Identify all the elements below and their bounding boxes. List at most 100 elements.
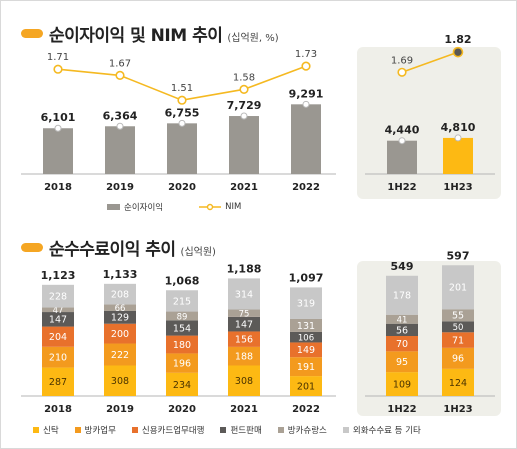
net-interest-value-label: 6,755 — [165, 106, 200, 119]
nim-value-label: 1.71 — [47, 52, 69, 63]
fee-segment-5 — [42, 307, 74, 313]
fee-segment-value-label: 156 — [235, 335, 253, 346]
x-tick-label: 2022 — [292, 404, 320, 415]
nim-value-label: 1.51 — [171, 83, 193, 94]
nim-value-label: 1.69 — [391, 55, 413, 66]
fee-segment-value-label: 70 — [396, 339, 408, 350]
legend-item-nim: NIM — [199, 202, 241, 212]
bar-top-marker — [302, 100, 310, 108]
fee-segment-4 — [166, 320, 198, 336]
fee-segment-value-label: 196 — [173, 359, 191, 370]
fee-segment-5 — [228, 309, 260, 317]
fee-segment-6 — [42, 284, 74, 308]
legend-label: 순이자이익 — [124, 203, 164, 213]
fee-segment-6 — [166, 290, 198, 312]
nim-point — [53, 64, 63, 74]
fee-segment-value-label: 180 — [173, 340, 191, 351]
legend-swatch — [107, 204, 120, 210]
fee-segment-6 — [228, 278, 260, 310]
section1-unit: (십억원, %) — [227, 33, 279, 44]
x-tick-label: 2021 — [230, 182, 258, 193]
fee-segment-value-label: 124 — [449, 378, 467, 389]
net-interest-value-label: 9,291 — [289, 87, 324, 100]
legend-label: 외화수수료 등 기타 — [352, 426, 421, 436]
title-accent-mark — [21, 29, 43, 38]
x-tick-label: 2021 — [230, 404, 258, 415]
fee-segment-value-label: 188 — [235, 352, 253, 363]
fee-segment-3 — [166, 335, 198, 354]
fee-segment-1 — [386, 372, 418, 396]
legend-item: 신탁 — [33, 424, 59, 436]
section2-title: 순수수료이익 추이 — [49, 240, 176, 260]
legend-swatch — [131, 427, 138, 433]
fee-segment-value-label: 96 — [452, 354, 464, 365]
half-year-panel-2 — [357, 261, 501, 416]
fee-segment-6 — [104, 283, 136, 305]
fee-segment-value-label: 56 — [396, 325, 408, 336]
fee-segment-value-label: 314 — [235, 289, 253, 300]
bar-top-marker — [240, 112, 248, 120]
section1-title: 순이자이익 및 NIM 추이 — [49, 26, 223, 46]
nim-value-label: 1.73 — [295, 49, 317, 60]
fee-segment-2 — [386, 351, 418, 373]
fee-segment-value-label: 55 — [452, 311, 464, 322]
x-tick-label: 2022 — [292, 182, 320, 193]
legend-swatch — [74, 427, 81, 433]
fee-segment-value-label: 71 — [452, 335, 464, 346]
fee-total-label: 1,188 — [227, 262, 262, 275]
fee-segment-value-label: 47 — [53, 306, 64, 316]
fee-segment-2 — [166, 353, 198, 373]
x-tick-label: 2019 — [106, 404, 134, 415]
bar-top-marker — [54, 124, 62, 132]
fee-segment-value-label: 319 — [297, 299, 315, 310]
legend-swatch — [342, 427, 349, 433]
nim-line — [401, 51, 459, 74]
fee-segment-value-label: 75 — [239, 310, 250, 320]
x-tick-label: 2020 — [168, 182, 196, 193]
nim-point — [177, 95, 187, 105]
fee-segment-2 — [290, 357, 322, 377]
bar-top-marker — [398, 137, 406, 145]
legend-item: 방카업무 — [74, 424, 116, 436]
fee-segment-5 — [104, 304, 136, 311]
fee-total-label: 1,097 — [289, 271, 324, 284]
net-interest-value-label: 4,440 — [385, 124, 420, 137]
fee-segment-3 — [290, 342, 322, 358]
legend-swatch — [220, 427, 227, 433]
fee-segment-1 — [442, 368, 474, 396]
nim-point — [301, 61, 311, 71]
fee-segment-value-label: 89 — [177, 312, 188, 322]
fee-segment-3 — [104, 323, 136, 344]
fee-segment-value-label: 109 — [393, 379, 411, 390]
x-tick-label: 1H23 — [443, 404, 472, 415]
nim-point — [397, 67, 407, 77]
fee-segment-4 — [228, 316, 260, 332]
fee-segment-value-label: 147 — [49, 315, 67, 326]
nim-value-label: 1.67 — [109, 58, 131, 69]
legend-item: 신용카드업무대행 — [131, 424, 204, 436]
fee-income-chart: 287210204147472281,123201830822220012966… — [21, 249, 495, 415]
nim-value-label: 1.58 — [233, 72, 255, 83]
fee-segment-5 — [386, 314, 418, 324]
legend-item: 외화수수료 등 기타 — [342, 424, 421, 436]
fee-segment-value-label: 154 — [173, 323, 191, 334]
fee-segment-value-label: 308 — [111, 376, 129, 387]
fee-segment-4 — [104, 310, 136, 324]
nim-point — [115, 70, 125, 80]
fee-segment-value-label: 215 — [173, 296, 191, 307]
fee-segment-2 — [442, 347, 474, 369]
x-tick-label: 1H22 — [387, 182, 416, 193]
x-tick-label: 2018 — [44, 404, 72, 415]
fee-total-label: 1,068 — [165, 274, 200, 287]
fee-segment-1 — [290, 376, 322, 396]
fee-segment-4 — [442, 321, 474, 333]
fee-segment-value-label: 208 — [111, 290, 129, 301]
bar-top-marker — [116, 122, 124, 130]
legend-item-net-interest: 순이자이익 — [107, 201, 163, 213]
fee-segment-3 — [42, 326, 74, 347]
net-interest-bar — [167, 123, 197, 174]
fee-segment-3 — [442, 332, 474, 348]
fee-segment-3 — [228, 331, 260, 347]
fee-segment-value-label: 201 — [297, 381, 315, 392]
